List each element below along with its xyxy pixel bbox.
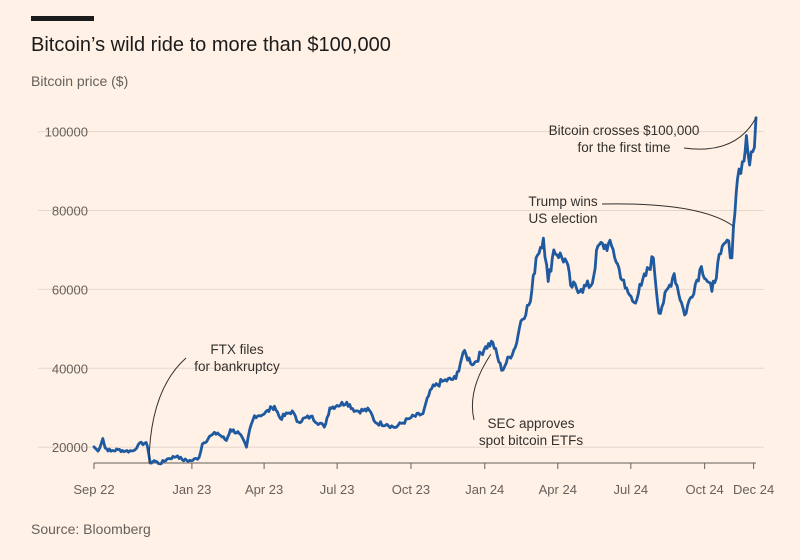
annotation-label: SEC approves bbox=[487, 416, 574, 431]
annotation-leader-line bbox=[601, 203, 734, 227]
gridlines bbox=[38, 131, 764, 448]
x-axis: Sep 22 Jan 23 Apr 23 Jul 23 Oct 23 Jan 24 Apr … bbox=[73, 462, 774, 497]
annotation-label: US election bbox=[528, 211, 597, 226]
x-tick-label: Jan 24 bbox=[465, 482, 504, 497]
y-tick-label: 20000 bbox=[52, 440, 88, 455]
x-tick-label: Oct 24 bbox=[685, 482, 723, 497]
y-axis-label: Bitcoin price ($) bbox=[31, 73, 128, 89]
x-tick-label: Jan 23 bbox=[172, 482, 211, 497]
price-line bbox=[92, 116, 758, 466]
annotation-label: FTX files bbox=[210, 342, 264, 357]
annotation-label: for bankruptcy bbox=[194, 359, 280, 374]
y-tick-label: 60000 bbox=[52, 282, 88, 297]
x-tick-label: Apr 24 bbox=[539, 482, 577, 497]
annotation-label: Trump wins bbox=[528, 194, 598, 209]
x-tick-label: Jul 24 bbox=[613, 482, 648, 497]
x-tick-label: Oct 23 bbox=[392, 482, 430, 497]
annotation-label: Bitcoin crosses $100,000 bbox=[549, 123, 700, 138]
y-tick-label: 80000 bbox=[52, 203, 88, 218]
source-note: Source: Bloomberg bbox=[31, 521, 151, 537]
y-tick-label: 100000 bbox=[45, 125, 88, 140]
brand-bar bbox=[31, 16, 94, 21]
chart-title: Bitcoin’s wild ride to more than $100,00… bbox=[31, 34, 391, 56]
x-tick-label: Dec 24 bbox=[733, 482, 774, 497]
annotation-leader-line bbox=[148, 357, 187, 464]
annotation-label: spot bitcoin ETFs bbox=[479, 433, 584, 448]
x-tick-label: Apr 23 bbox=[245, 482, 283, 497]
x-tick-label: Jul 23 bbox=[320, 482, 355, 497]
annotation-leader-line bbox=[471, 353, 492, 421]
annotations: Bitcoin crosses $100,000 for the first ti… bbox=[148, 117, 757, 464]
y-tick-label: 40000 bbox=[52, 361, 88, 376]
price-series bbox=[92, 116, 758, 466]
y-axis-ticks: 20000 40000 60000 80000 100000 bbox=[45, 125, 88, 456]
annotation-leader-line bbox=[683, 117, 757, 150]
x-tick-label: Sep 22 bbox=[73, 482, 114, 497]
annotation-label: for the first time bbox=[577, 140, 670, 155]
